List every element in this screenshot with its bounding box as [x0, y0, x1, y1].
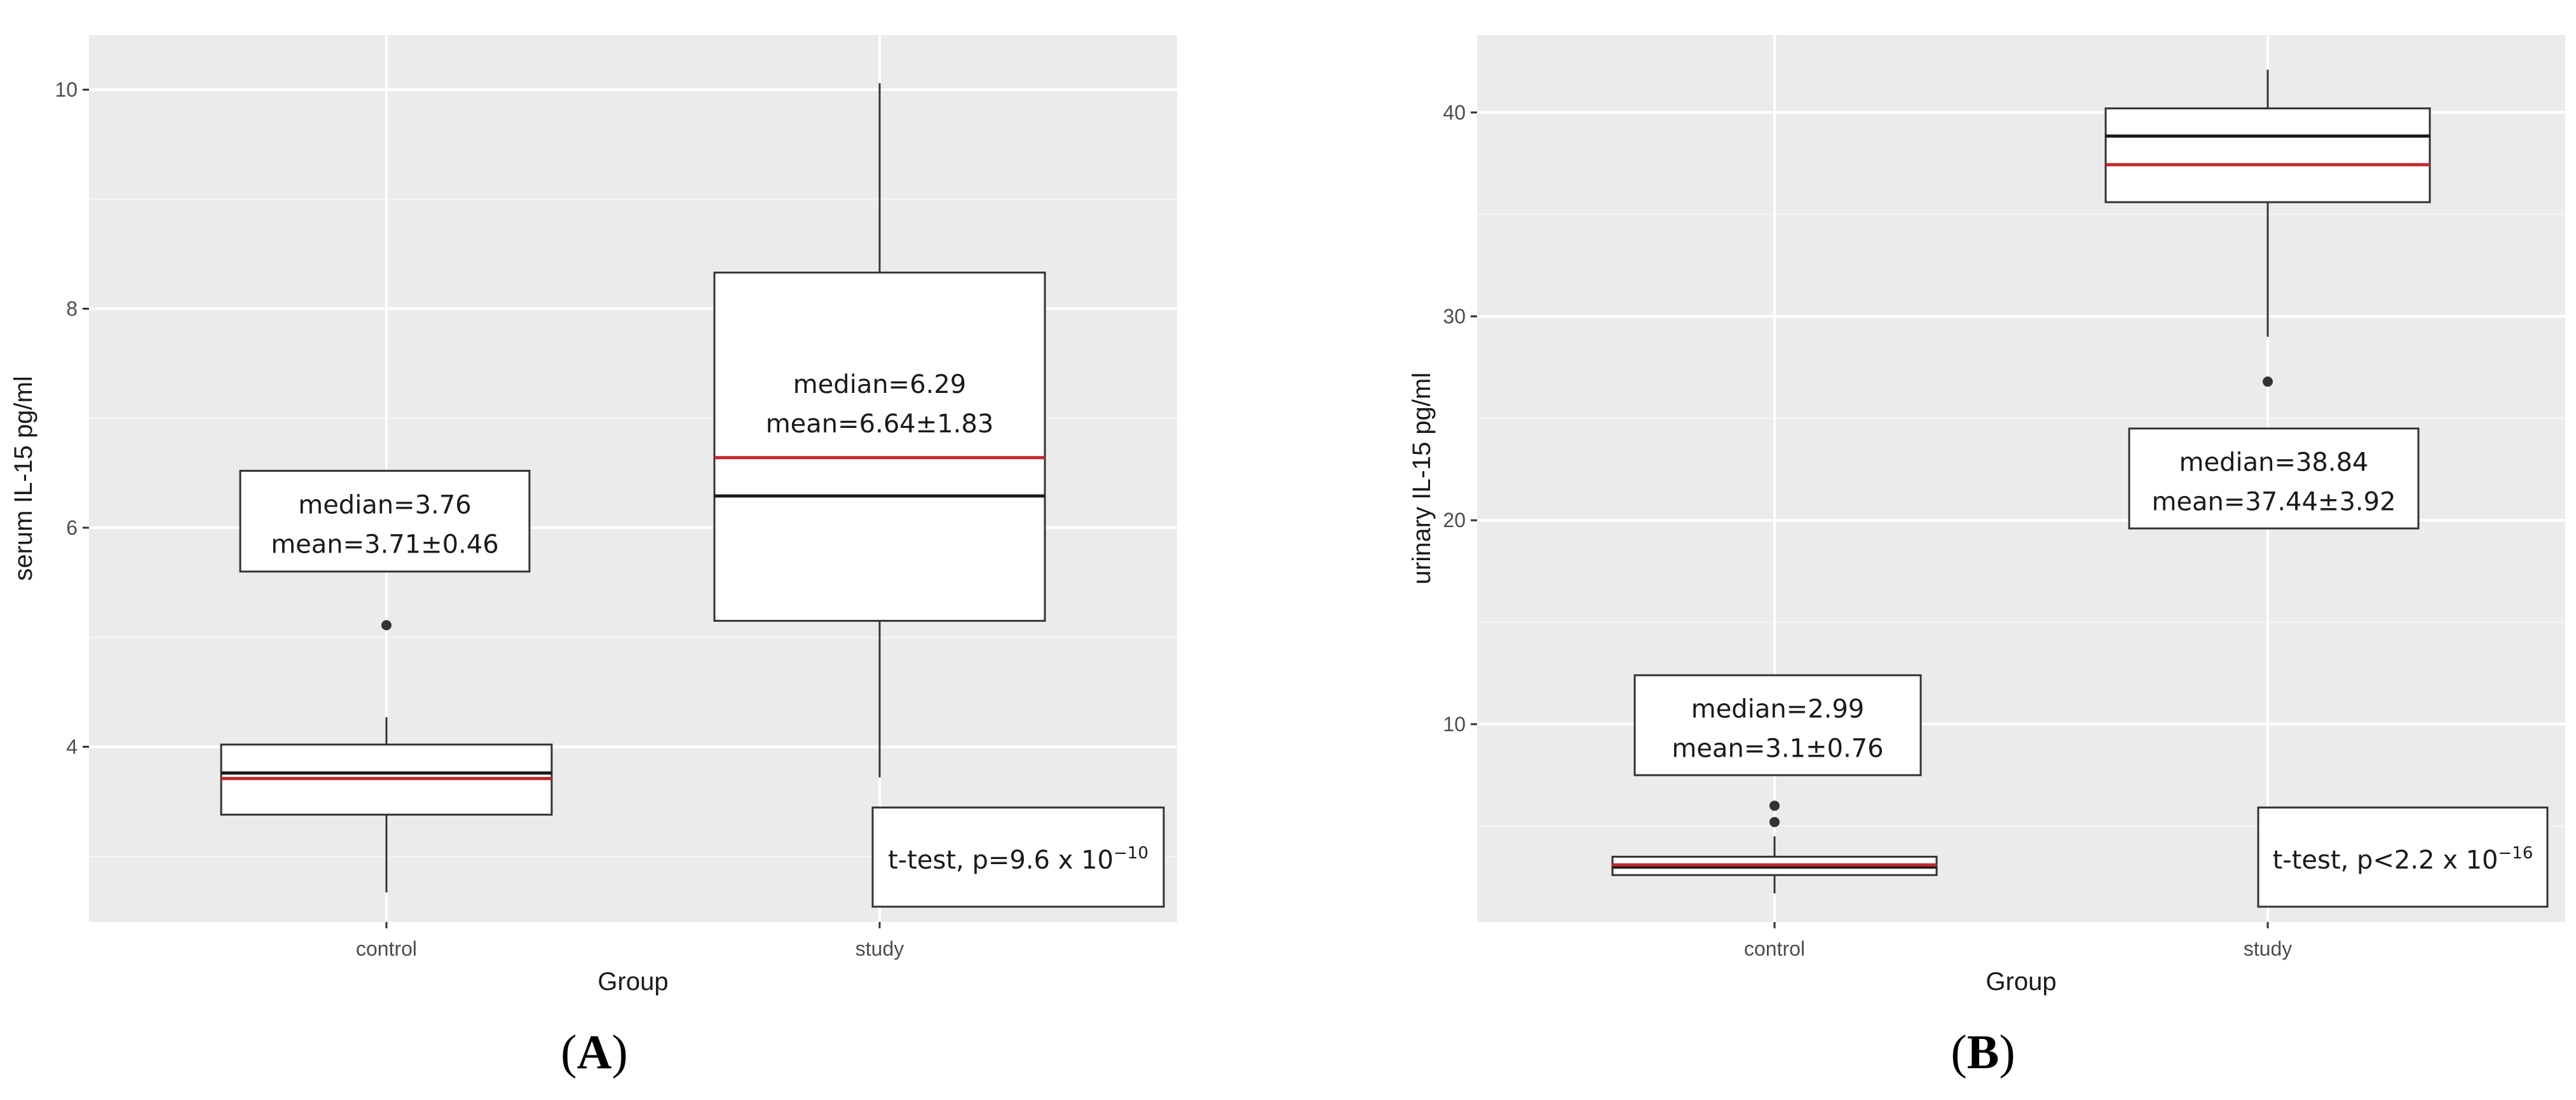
y-tick-label: 10 — [1443, 713, 1466, 736]
t-test-label: t-test, p=9.6 x 10−10 — [888, 844, 1148, 875]
t-test-box — [2257, 806, 2549, 908]
box-study — [713, 83, 1046, 778]
stats-annotation: median=2.99 mean=3.1±0.76 — [1633, 674, 1922, 776]
annotation-box — [2128, 427, 2420, 530]
annotation-median: median=6.29 — [793, 370, 967, 399]
annotation-mean: mean=6.64±1.83 — [766, 409, 994, 439]
t-test-label: t-test, p<2.2 x 10−16 — [2273, 844, 2533, 875]
panel-letter: (A) — [561, 1026, 628, 1079]
y-tick-label: 20 — [1443, 509, 1466, 532]
iqr-box — [2104, 107, 2431, 203]
outlier-point — [2263, 376, 2273, 387]
annotation-median: median=38.84 — [2179, 448, 2369, 478]
t-test-annotation: t-test, p=9.6 x 10−10 — [871, 806, 1165, 908]
y-axis-title: serum IL-15 pg/ml — [10, 376, 37, 581]
y-tick-label: 6 — [66, 516, 78, 539]
t-test-exponent: −16 — [2498, 844, 2533, 863]
stats-annotation: median=6.29 mean=6.64±1.83 — [766, 370, 994, 439]
stats-annotation: median=38.84 mean=37.44±3.92 — [2128, 427, 2420, 530]
t-test-box — [871, 806, 1165, 908]
annotation-median: median=3.76 — [298, 491, 472, 520]
panel-letter: (B) — [1951, 1026, 2015, 1079]
x-tick-label: study — [2244, 937, 2292, 960]
y-tick-label: 4 — [66, 735, 78, 758]
box-control — [1611, 801, 1938, 894]
annotation-mean: mean=37.44±3.92 — [2151, 488, 2395, 517]
annotation-mean: mean=3.1±0.76 — [1672, 734, 1883, 764]
t-test-exponent: −10 — [1114, 844, 1148, 863]
annotation-median: median=2.99 — [1691, 695, 1865, 724]
outlier-point — [1769, 816, 1780, 827]
x-axis-title: Group — [597, 968, 668, 996]
y-tick-label: 10 — [55, 78, 78, 101]
x-tick-label: control — [1744, 937, 1805, 960]
stats-annotation: median=3.76 mean=3.71±0.46 — [239, 469, 531, 573]
y-tick-label: 40 — [1443, 101, 1466, 124]
y-axis-title: urinary IL-15 pg/ml — [1408, 373, 1436, 584]
box-control — [220, 620, 553, 893]
x-tick-label: study — [855, 937, 904, 960]
x-tick-label: control — [356, 937, 417, 960]
y-tick-label: 30 — [1443, 305, 1466, 328]
outlier-point — [1769, 801, 1780, 811]
annotation-box — [239, 469, 531, 573]
annotation-mean: mean=3.71±0.46 — [271, 530, 499, 560]
x-axis-title: Group — [1986, 968, 2056, 996]
annotation-box — [1633, 674, 1922, 776]
chart-b: 10 20 30 40 control study Group urinary IL-15 p… — [1408, 35, 2565, 1079]
t-test-annotation: t-test, p<2.2 x 10−16 — [2257, 806, 2549, 908]
y-tick-label: 8 — [66, 298, 78, 320]
iqr-box — [713, 272, 1046, 622]
outlier-point — [381, 620, 392, 631]
box-study — [2104, 69, 2431, 387]
chart-a: 4 6 8 10 control study Group serum IL-15 pg/ml m… — [10, 35, 1177, 1079]
